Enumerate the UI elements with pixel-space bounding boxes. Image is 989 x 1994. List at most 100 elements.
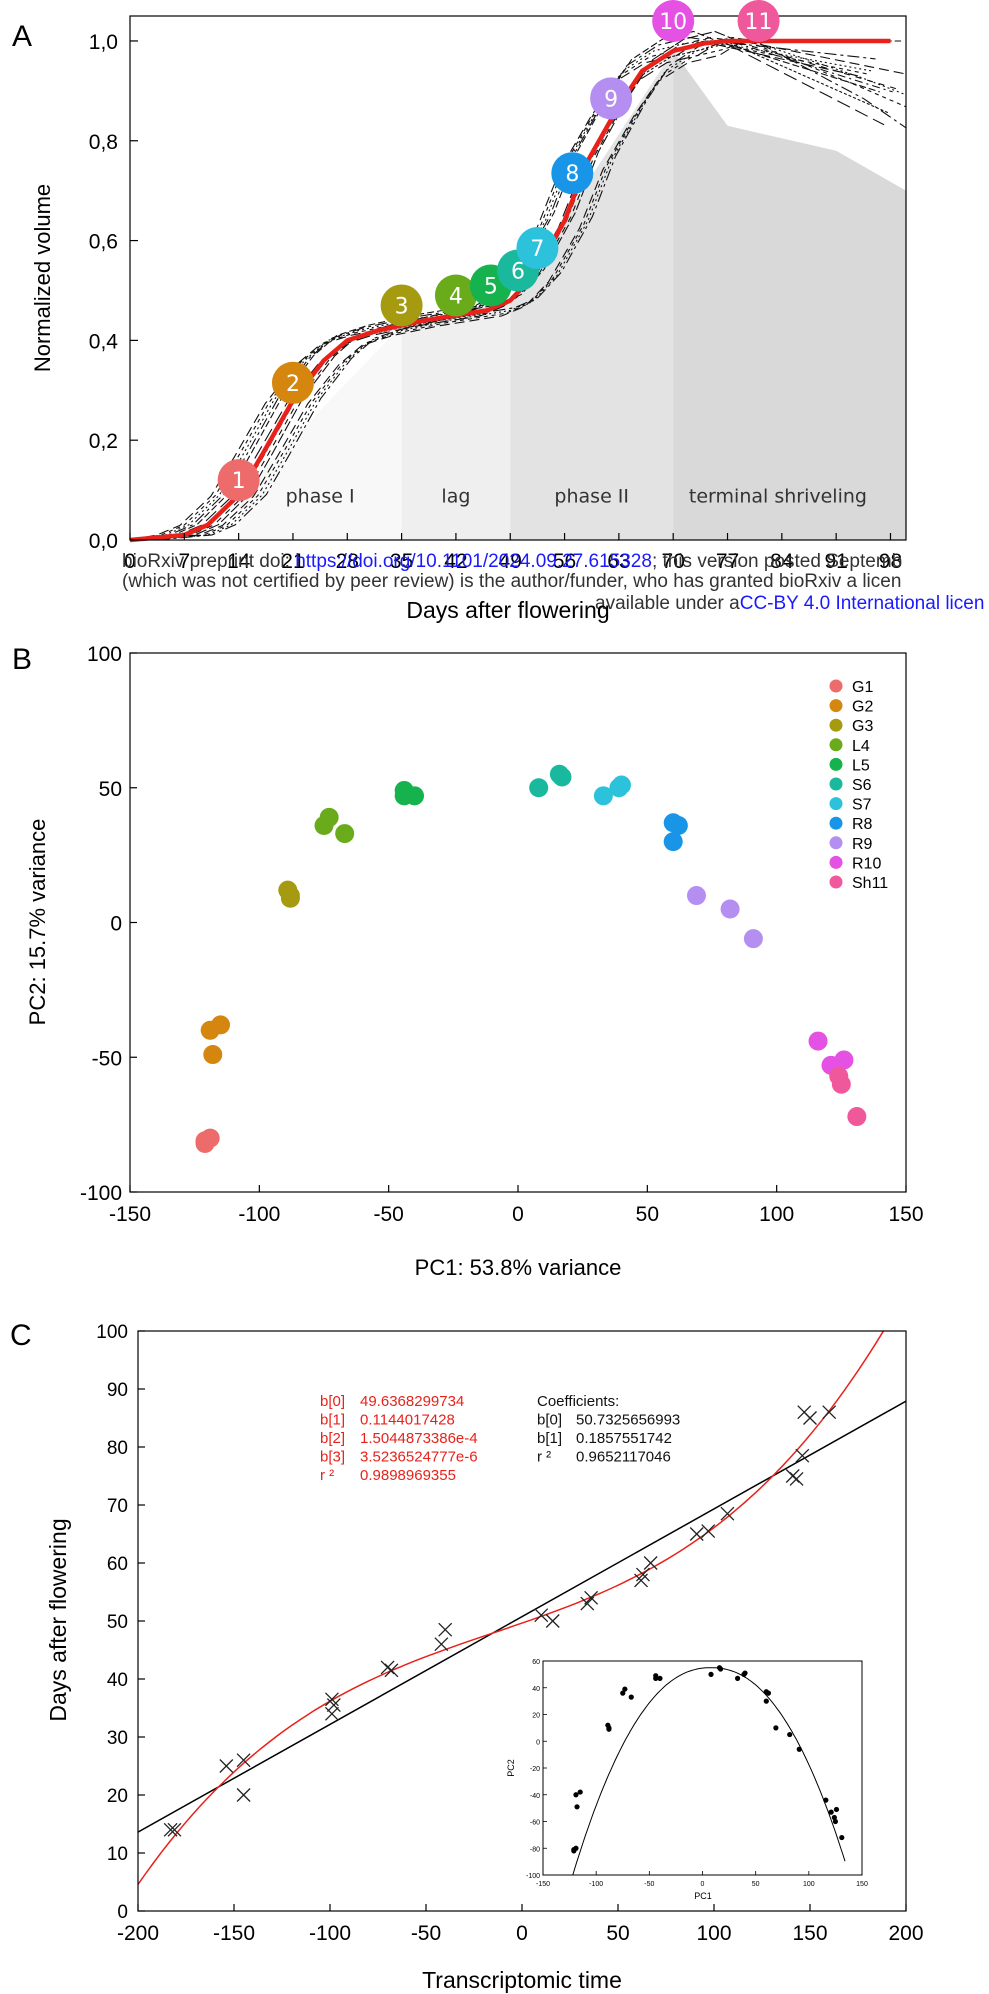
inset-point-S7-3 — [742, 1670, 748, 1676]
legend-label-G3: G3 — [852, 718, 873, 735]
inset-ylabel: PC2 — [506, 1759, 516, 1777]
watermark-link-doi[interactable]: https://doi.org/10.1101/2024.09.27.61532… — [295, 551, 652, 572]
observation-stroke-b — [326, 1698, 341, 1713]
legend-label-S6: S6 — [852, 777, 872, 794]
inset-point-S7-1 — [734, 1675, 741, 1681]
legend-label-L4: L4 — [852, 738, 870, 755]
panel-a-ylabel: Normalized volume — [30, 184, 55, 372]
cubic-coef-label-4: r ² — [320, 1467, 334, 1484]
b-ytick-label-4: 100 — [87, 643, 122, 666]
observation-stroke-b — [701, 1524, 716, 1539]
inset-xtick-label-4: 50 — [752, 1881, 760, 1888]
a-ytick-label-1: 0,2 — [89, 430, 118, 453]
observation-7 — [324, 1692, 339, 1707]
observation-stroke-b — [785, 1469, 800, 1483]
linear-coef-value-0: 50.7325656993 — [576, 1412, 680, 1429]
linear-coef-value-2: 0.9652117046 — [576, 1449, 671, 1466]
a-ytick-label-3: 0,6 — [89, 231, 118, 254]
linear-coefficients: Coefficients: b[0] 50.7325656993 b[1] 0.1857… — [537, 1393, 680, 1466]
inset-xtick-label-0: -150 — [536, 1881, 550, 1888]
c-xtick-label-5: 50 — [606, 1922, 629, 1945]
watermark-line-1: bioRxiv preprint doi: https://doi.org/10… — [122, 551, 902, 572]
panel-b-frame — [129, 652, 907, 1193]
replicate-curve-11 — [144, 40, 906, 541]
observation-stroke-b — [584, 1590, 599, 1605]
inset-ytick-label-3: -40 — [530, 1793, 540, 1800]
stage-dot-4 — [434, 274, 477, 317]
stage-number-10: 10 — [659, 10, 687, 35]
phase-band-1 — [238, 325, 402, 540]
replicate-curve-10 — [140, 30, 902, 541]
inset-point-G2-1 — [577, 1789, 583, 1795]
legend-label-G1: G1 — [852, 679, 873, 696]
observation-stroke-b — [434, 1637, 449, 1652]
stage-dot-9 — [590, 77, 633, 120]
pca-point-Sh11-2 — [831, 1074, 851, 1094]
phase-band-3 — [510, 50, 674, 540]
legend-label-R9: R9 — [852, 836, 873, 853]
a-ytick-label-5: 1,0 — [89, 31, 118, 54]
inset-point-G2-2 — [573, 1792, 579, 1798]
stage-dot-11 — [737, 0, 780, 42]
replicate-curve-5 — [129, 30, 880, 541]
a-xtick-label-14: 98 — [879, 550, 902, 573]
cubic-coef-label-0: b[0] — [320, 1393, 345, 1410]
a-xtick-label-5: 35 — [390, 550, 413, 573]
pca-point-S7-1 — [593, 786, 613, 806]
observation-12 — [438, 1622, 453, 1637]
panel-a-axes: 0,00,20,40,60,81,00 7 14 21 28 35 42 49 56 63 70 77… — [89, 31, 902, 573]
b-ytick-label-1: -50 — [92, 1047, 122, 1070]
b-xtick-label-4: 50 — [636, 1203, 659, 1226]
b-xtick-label-5: 100 — [759, 1203, 794, 1226]
inset-point-L4-1 — [622, 1686, 628, 1692]
watermark-line-2: (which was not certified by peer review)… — [122, 571, 901, 592]
stage-number-2: 2 — [286, 372, 300, 397]
replicate-curve-2 — [129, 40, 868, 541]
inset-xtick-label-3: 0 — [701, 1881, 705, 1888]
watermark-line-3a: available under a — [595, 593, 740, 614]
observation-8 — [326, 1698, 341, 1713]
stage-number-6: 6 — [511, 260, 525, 285]
observation-stroke-b — [822, 1405, 837, 1420]
cubic-coef-label-2: b[2] — [320, 1430, 345, 1447]
inset-point-L4-2 — [620, 1690, 626, 1696]
a-xtick-label-7: 49 — [499, 550, 522, 573]
watermark-link-license[interactable]: CC-BY 4.0 International licen — [740, 593, 985, 614]
observation-10 — [384, 1663, 399, 1678]
inset-point-R10-2 — [828, 1809, 834, 1815]
stage-dot-8 — [551, 152, 594, 195]
observation-4 — [236, 1753, 251, 1768]
observation-22 — [720, 1506, 735, 1521]
linear-fit-line — [138, 1400, 906, 1833]
c-xtick-label-3: -50 — [411, 1922, 441, 1945]
stage-number-3: 3 — [395, 294, 409, 319]
stage-marker-3: 3 — [380, 284, 423, 327]
c-ytick-label-7: 70 — [107, 1496, 128, 1517]
a-xtick-label-6: 42 — [444, 550, 467, 573]
panel-a-xlabel: Days after flowering — [406, 597, 609, 623]
observation-stroke-b — [795, 1448, 810, 1463]
observation-17 — [634, 1573, 648, 1588]
legend-label-Sh11: Sh11 — [852, 875, 888, 892]
linear-coef-value-1: 0.1857551742 — [576, 1430, 672, 1447]
inset-ytick-label-4: -20 — [530, 1766, 540, 1773]
stage-marker-10: 10 — [652, 0, 695, 42]
c-ytick-label-5: 50 — [107, 1612, 128, 1633]
pca-point-R8-3 — [663, 832, 683, 852]
pca-point-G3-3 — [280, 886, 300, 906]
panel-a-frame — [129, 15, 907, 541]
observation-16 — [584, 1590, 599, 1605]
legend-swatch-G1 — [829, 679, 843, 693]
stage-marker-4: 4 — [434, 274, 477, 317]
c-xtick-label-4: 0 — [516, 1922, 528, 1945]
legend-swatch-R10 — [829, 855, 843, 869]
inset-ytick-label-1: -80 — [530, 1846, 540, 1853]
panel-c-xlabel: Transcriptomic time — [422, 1967, 622, 1993]
panel-b-ylabel: PC2: 15.7% variance — [25, 819, 50, 1026]
stage-number-8: 8 — [565, 162, 579, 187]
observation-stroke-b — [534, 1608, 549, 1623]
stage-dot-3 — [380, 284, 423, 327]
stage-marker-8: 8 — [551, 152, 594, 195]
b-ytick-label-2: 0 — [110, 913, 122, 936]
